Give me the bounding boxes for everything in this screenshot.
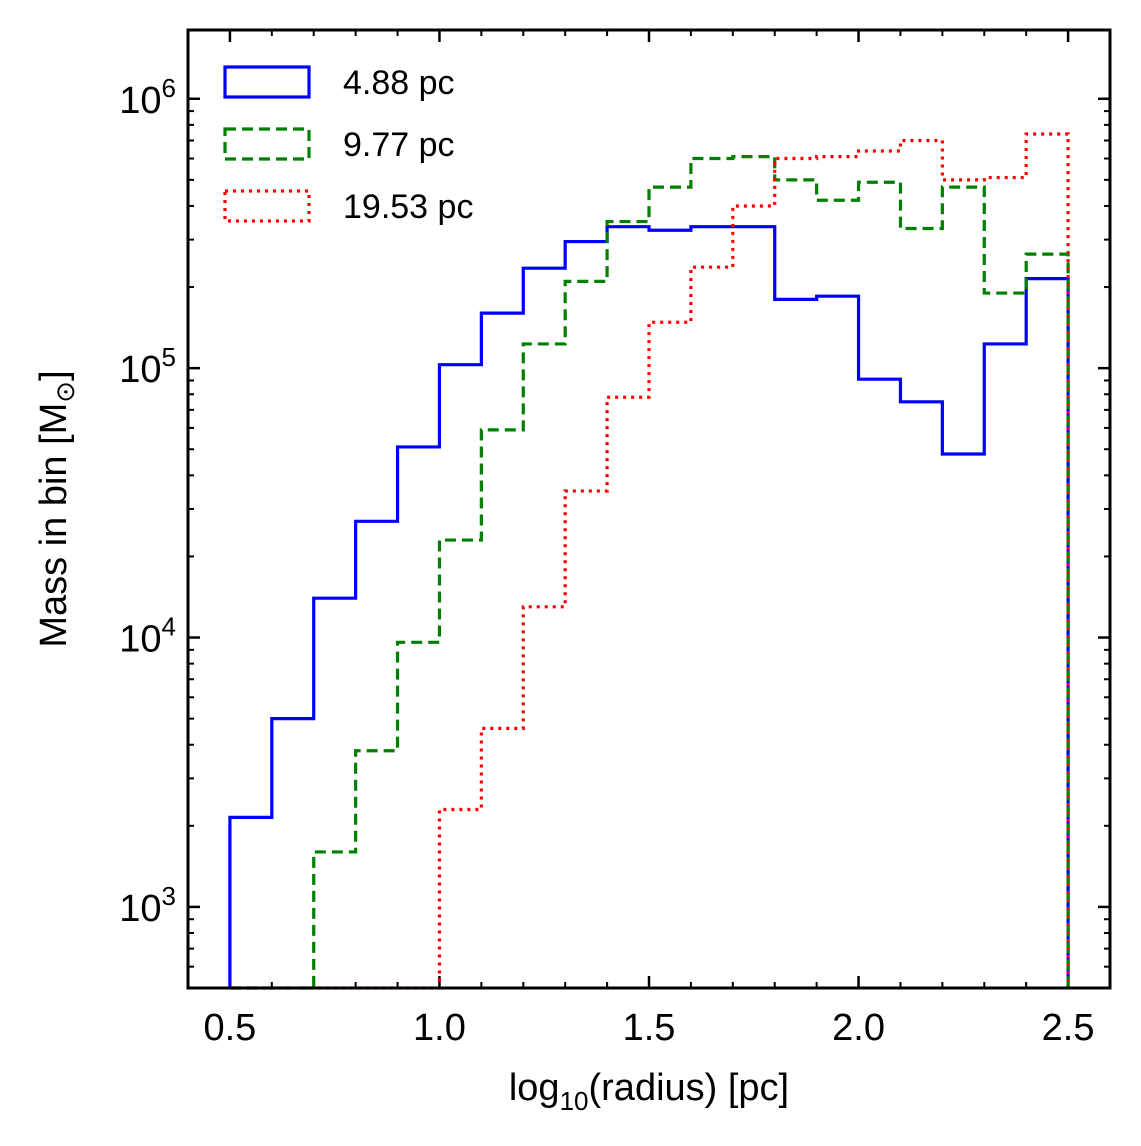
series-layer	[228, 132, 1070, 990]
x-tick-label: 0.5	[203, 1007, 256, 1049]
y-tick-label: 106	[119, 73, 176, 122]
y-axis-label-sub: ⊙	[50, 381, 80, 403]
y-axis-label: Mass in bin [M⊙]	[33, 370, 80, 647]
y-tick-label: 103	[119, 881, 176, 930]
x-tick-label: 2.0	[832, 1007, 885, 1049]
legend-swatch-3	[223, 189, 311, 223]
y-tick-label: 104	[119, 612, 176, 661]
y-axis-label-close: ]	[33, 370, 75, 381]
y-tick-label-exponent: 3	[162, 881, 176, 911]
y-tick-label-exponent: 6	[162, 73, 176, 103]
y-tick-label-base: 10	[119, 349, 161, 391]
x-axis-label-suffix: (radius) [pc]	[589, 1067, 790, 1109]
legend-label-1: 4.88 pc	[343, 64, 455, 102]
legend-swatch-2	[223, 127, 311, 161]
y-tick-label-base: 10	[119, 80, 161, 122]
y-tick-label: 105	[119, 342, 176, 391]
legend-swatch-1	[223, 65, 311, 99]
legend-label-3: 19.53 pc	[343, 188, 473, 226]
x-axis-label: log10(radius) [pc]	[509, 1067, 789, 1116]
series-1-step-line	[228, 225, 1070, 988]
plot-frame	[186, 28, 1112, 990]
x-axis-label-prefix: log	[509, 1067, 560, 1109]
x-tick-label: 1.5	[623, 1007, 676, 1049]
y-tick-label-exponent: 5	[162, 342, 176, 372]
legend-label-2: 9.77 pc	[343, 126, 455, 164]
series-2-step-line	[229, 154, 1070, 990]
y-tick-label-base: 10	[119, 888, 161, 930]
x-tick-label: 2.5	[1042, 1007, 1095, 1049]
y-tick-label-base: 10	[119, 619, 161, 661]
y-tick-label-exponent: 4	[162, 612, 176, 642]
x-tick-label: 1.0	[413, 1007, 466, 1049]
y-axis-label-main: Mass in bin [M	[33, 403, 75, 648]
legend: 4.88 pc 9.77 pc 19.53 pc	[223, 64, 473, 226]
x-axis-label-sub: 10	[560, 1086, 589, 1116]
